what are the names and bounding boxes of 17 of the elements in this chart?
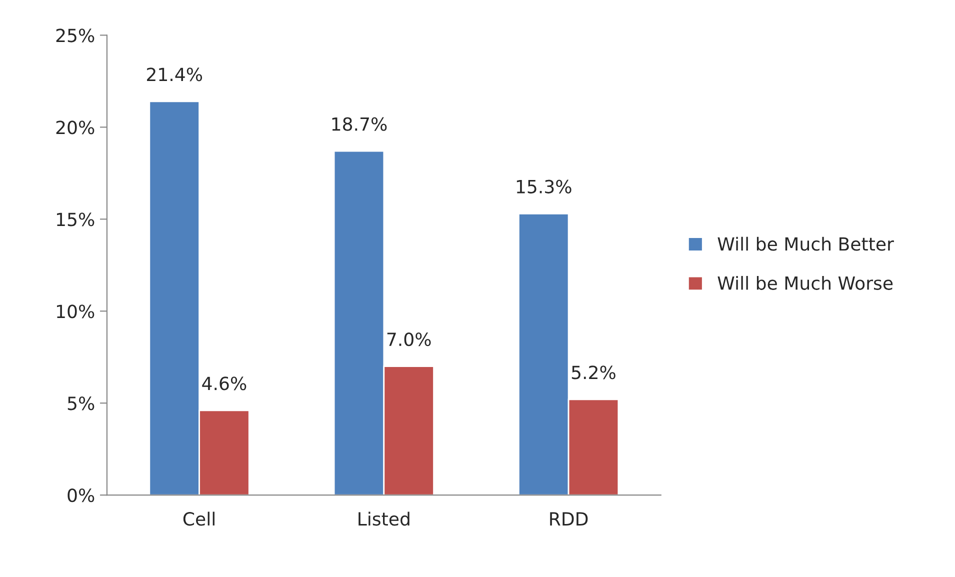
- x-tick-label: RDD: [550, 512, 588, 526]
- y-tick-label: 20%: [56, 120, 94, 134]
- y-tick-label: 15%: [57, 212, 94, 226]
- data-label: 18.7%: [332, 117, 387, 131]
- legend-label: Will be Much Better: [718, 236, 894, 251]
- data-label: 7.0%: [387, 332, 431, 346]
- y-tick-label: 5%: [68, 396, 94, 410]
- x-tick-label: Listed: [358, 512, 410, 526]
- legend-label: Will be Much Worse: [718, 276, 893, 290]
- y-tick-label: 0%: [68, 488, 94, 502]
- x-tick-label: Cell: [183, 512, 214, 526]
- data-label: 5.2%: [572, 366, 616, 380]
- data-label: 4.6%: [202, 376, 246, 390]
- y-tick-label: 10%: [57, 304, 94, 318]
- data-label: 21.4%: [146, 68, 202, 82]
- data-label: 15.3%: [516, 180, 572, 194]
- y-tick-label: 25%: [56, 28, 94, 42]
